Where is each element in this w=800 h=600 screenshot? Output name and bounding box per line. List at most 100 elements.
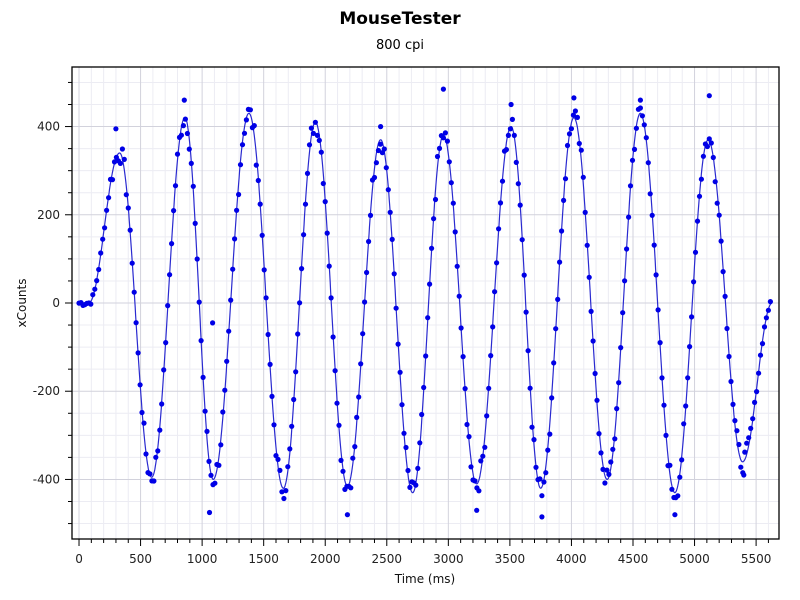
y-tick-label: -400 [33, 472, 60, 486]
data-point [468, 464, 474, 470]
data-point [752, 399, 758, 405]
data-point [515, 181, 521, 187]
data-point [675, 493, 681, 499]
data-point [637, 97, 644, 103]
data-point [153, 454, 159, 460]
data-point [405, 467, 411, 474]
data-point [232, 236, 238, 242]
data-point [318, 149, 324, 155]
data-point [88, 301, 94, 307]
data-point [517, 202, 523, 208]
data-point [123, 192, 129, 198]
chart-subtitle: 800 cpi [376, 38, 424, 53]
data-point [513, 159, 519, 165]
data-point [202, 408, 208, 414]
data-point [767, 299, 774, 305]
data-point [434, 153, 441, 160]
data-point [174, 151, 181, 157]
data-point [371, 174, 378, 181]
x-tick-label: 2500 [372, 552, 403, 566]
data-point [216, 462, 222, 468]
data-point [137, 382, 143, 388]
data-point [497, 200, 504, 206]
data-point [649, 212, 655, 218]
data-point [486, 385, 492, 391]
data-point [431, 216, 437, 222]
data-point [631, 146, 638, 152]
data-point [505, 132, 511, 138]
data-point [626, 214, 632, 220]
data-point [375, 147, 381, 154]
data-point [549, 395, 555, 401]
data-point [279, 489, 285, 495]
data-point [401, 430, 407, 436]
data-point [338, 457, 344, 463]
data-point [539, 514, 545, 520]
data-point [198, 338, 204, 344]
data-point [184, 130, 190, 137]
data-point [263, 295, 269, 301]
data-point [681, 421, 687, 427]
data-point [748, 425, 754, 431]
data-point [94, 278, 100, 284]
data-point [633, 125, 640, 131]
data-point [553, 326, 559, 332]
data-point [765, 307, 772, 313]
data-point [643, 135, 649, 141]
data-point [584, 242, 590, 248]
data-point [667, 462, 673, 468]
data-point [220, 409, 226, 415]
data-point [519, 237, 525, 243]
data-point [163, 340, 169, 346]
data-point [448, 180, 454, 186]
data-point [472, 478, 478, 484]
data-point [403, 444, 409, 451]
data-point [393, 305, 399, 311]
data-point [571, 95, 577, 101]
data-point [604, 467, 610, 473]
data-point [96, 266, 102, 273]
data-point [395, 341, 401, 347]
data-point [582, 209, 588, 215]
data-point [523, 309, 529, 315]
data-point [689, 314, 695, 320]
data-point [212, 480, 218, 486]
data-point [239, 142, 246, 148]
data-point [738, 464, 744, 470]
data-point [750, 416, 756, 422]
data-point [586, 274, 592, 280]
data-point [618, 345, 624, 351]
data-point [308, 125, 314, 131]
data-point [440, 135, 446, 141]
data-point [356, 394, 362, 400]
data-point [377, 141, 383, 147]
data-point [218, 442, 224, 448]
data-point [525, 348, 531, 354]
data-point [295, 331, 301, 337]
data-point [594, 397, 600, 403]
data-point [330, 334, 336, 340]
data-point [366, 238, 372, 245]
data-points [76, 86, 774, 520]
data-point [759, 341, 766, 347]
data-point [139, 409, 145, 416]
data-point [413, 482, 419, 488]
data-point [551, 360, 557, 366]
data-point [111, 159, 118, 165]
data-point [188, 160, 194, 166]
data-point [178, 132, 184, 138]
data-point [222, 387, 228, 393]
data-point [133, 320, 139, 326]
data-point [655, 307, 661, 313]
data-point [527, 385, 533, 391]
data-point [436, 145, 443, 151]
data-point [722, 293, 728, 299]
x-tick-label: 1500 [248, 552, 279, 566]
data-point [291, 396, 297, 403]
data-point [135, 350, 141, 356]
data-point [344, 512, 350, 518]
data-point [482, 444, 488, 450]
data-point [407, 484, 413, 490]
data-point [734, 428, 740, 434]
data-point [588, 308, 594, 314]
